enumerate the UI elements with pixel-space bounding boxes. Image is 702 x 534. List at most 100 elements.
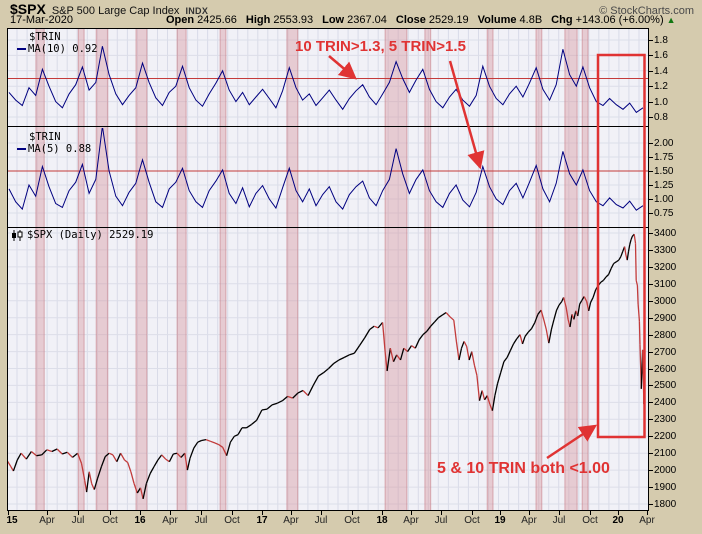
annotation-trin-below-one: 5 & 10 TRIN both <1.00 bbox=[437, 460, 610, 477]
y-tick-label: 3300 bbox=[654, 245, 677, 256]
y-tick-label: 2800 bbox=[654, 330, 677, 341]
x-tick-mark bbox=[618, 511, 619, 515]
y-tick-label: 2600 bbox=[654, 364, 677, 375]
x-tick-label: 18 bbox=[376, 515, 388, 526]
y-tick-mark bbox=[648, 369, 653, 370]
x-tick-label: Oct bbox=[582, 515, 598, 526]
exchange-label: INDX bbox=[185, 6, 209, 16]
y-tick-mark bbox=[648, 102, 653, 103]
chg-value: +143.06 (+6.00%) bbox=[575, 14, 664, 26]
trin10-symbol: $TRIN bbox=[29, 31, 61, 43]
index-name: S&P 500 Large Cap Index bbox=[51, 5, 180, 17]
y-tick-mark bbox=[648, 470, 653, 471]
quote-date: 17-Mar-2020 bbox=[10, 14, 73, 26]
y-tick-label: 2400 bbox=[654, 397, 677, 408]
y-tick-mark bbox=[648, 352, 653, 353]
low-value: 2367.04 bbox=[347, 14, 387, 26]
low-label: Low bbox=[322, 14, 345, 26]
y-tick-label: 1.25 bbox=[654, 180, 674, 191]
y-tick-mark bbox=[648, 504, 653, 505]
y-tick-label: 0.8 bbox=[654, 112, 668, 123]
y-tick-mark bbox=[648, 318, 653, 319]
y-tick-label: 2900 bbox=[654, 313, 677, 324]
close-value: 2529.19 bbox=[428, 14, 469, 26]
y-tick-label: 1800 bbox=[654, 499, 677, 510]
y-tick-mark bbox=[648, 157, 653, 158]
header-line-1: $SPX S&P 500 Large Cap Index INDX © Stoc… bbox=[10, 1, 694, 17]
x-tick-label: Oct bbox=[102, 515, 118, 526]
x-tick-label: Apr bbox=[403, 515, 419, 526]
y-tick-mark bbox=[648, 335, 653, 336]
y-tick-label: 1.00 bbox=[654, 194, 674, 205]
ticker-symbol: $SPX bbox=[10, 1, 46, 17]
y-tick-mark bbox=[648, 185, 653, 186]
header-quote-line: 17-Mar-2020 Open 2425.66 High 2553.93 Lo… bbox=[10, 14, 694, 27]
x-tick-label: Jul bbox=[314, 515, 328, 526]
y-tick-label: 2500 bbox=[654, 380, 677, 391]
y-tick-label: 1.8 bbox=[654, 35, 668, 46]
trin10-legend: $TRIN MA(10) 0.92 bbox=[17, 31, 98, 55]
high-label: High bbox=[245, 14, 271, 26]
y-tick-label: 2300 bbox=[654, 414, 677, 425]
y-tick-mark bbox=[648, 385, 653, 386]
x-tick-label: 20 bbox=[612, 515, 624, 526]
x-tick-mark bbox=[291, 511, 292, 515]
y-tick-mark bbox=[648, 301, 653, 302]
x-tick-label: Oct bbox=[224, 515, 240, 526]
y-tick-label: 2.00 bbox=[654, 138, 674, 149]
y-tick-mark bbox=[648, 419, 653, 420]
y-tick-label: 3200 bbox=[654, 262, 677, 273]
x-tick-label: 15 bbox=[6, 515, 18, 526]
y-tick-mark bbox=[648, 250, 653, 251]
spx-legend-label: $SPX (Daily) 2529.19 bbox=[27, 229, 154, 241]
x-tick-label: Apr bbox=[521, 515, 537, 526]
chart-plot-area bbox=[7, 28, 649, 511]
x-tick-mark bbox=[201, 511, 202, 515]
y-tick-mark bbox=[648, 213, 653, 214]
x-tick-mark bbox=[232, 511, 233, 515]
x-tick-label: 17 bbox=[256, 515, 268, 526]
y-tick-label: 2100 bbox=[654, 448, 677, 459]
y-tick-label: 1.50 bbox=[654, 166, 674, 177]
close-label: Close bbox=[395, 14, 426, 26]
y-tick-mark bbox=[648, 55, 653, 56]
x-tick-label: Jul bbox=[71, 515, 85, 526]
x-tick-label: Apr bbox=[39, 515, 55, 526]
volume-label: Volume bbox=[477, 14, 517, 26]
spx-legend: $SPX (Daily) 2529.19 bbox=[11, 229, 153, 241]
x-tick-mark bbox=[352, 511, 353, 515]
y-tick-mark bbox=[648, 267, 653, 268]
y-tick-label: 3100 bbox=[654, 279, 677, 290]
y-tick-label: 0.75 bbox=[654, 208, 674, 219]
stockcharts-copyright: © StockCharts.com bbox=[599, 5, 694, 17]
y-tick-mark bbox=[648, 171, 653, 172]
x-tick-mark bbox=[529, 511, 530, 515]
x-tick-mark bbox=[78, 511, 79, 515]
trin5-line-swatch bbox=[17, 148, 26, 150]
x-tick-mark bbox=[472, 511, 473, 515]
high-value: 2553.93 bbox=[273, 14, 314, 26]
y-tick-label: 3400 bbox=[654, 228, 677, 239]
x-tick-label: Oct bbox=[344, 515, 360, 526]
trin5-legend: $TRIN MA(5) 0.88 bbox=[17, 131, 91, 155]
x-tick-mark bbox=[382, 511, 383, 515]
y-tick-label: 1.2 bbox=[654, 81, 668, 92]
chart-header: $SPX S&P 500 Large Cap Index INDX © Stoc… bbox=[0, 0, 702, 28]
x-tick-mark bbox=[500, 511, 501, 515]
annotation-trin-thresholds: 10 TRIN>1.3, 5 TRIN>1.5 bbox=[295, 38, 466, 55]
y-tick-mark bbox=[648, 284, 653, 285]
x-tick-mark bbox=[8, 511, 9, 515]
y-tick-mark bbox=[648, 71, 653, 72]
x-tick-mark bbox=[411, 511, 412, 515]
x-tick-mark bbox=[262, 511, 263, 515]
x-tick-label: Jul bbox=[194, 515, 208, 526]
x-tick-mark bbox=[47, 511, 48, 515]
y-tick-label: 3000 bbox=[654, 296, 677, 307]
x-tick-mark bbox=[140, 511, 141, 515]
x-tick-label: 16 bbox=[134, 515, 146, 526]
candlestick-icon bbox=[12, 229, 23, 241]
y-tick-mark bbox=[648, 436, 653, 437]
x-tick-label: Jul bbox=[434, 515, 448, 526]
y-tick-mark bbox=[648, 453, 653, 454]
